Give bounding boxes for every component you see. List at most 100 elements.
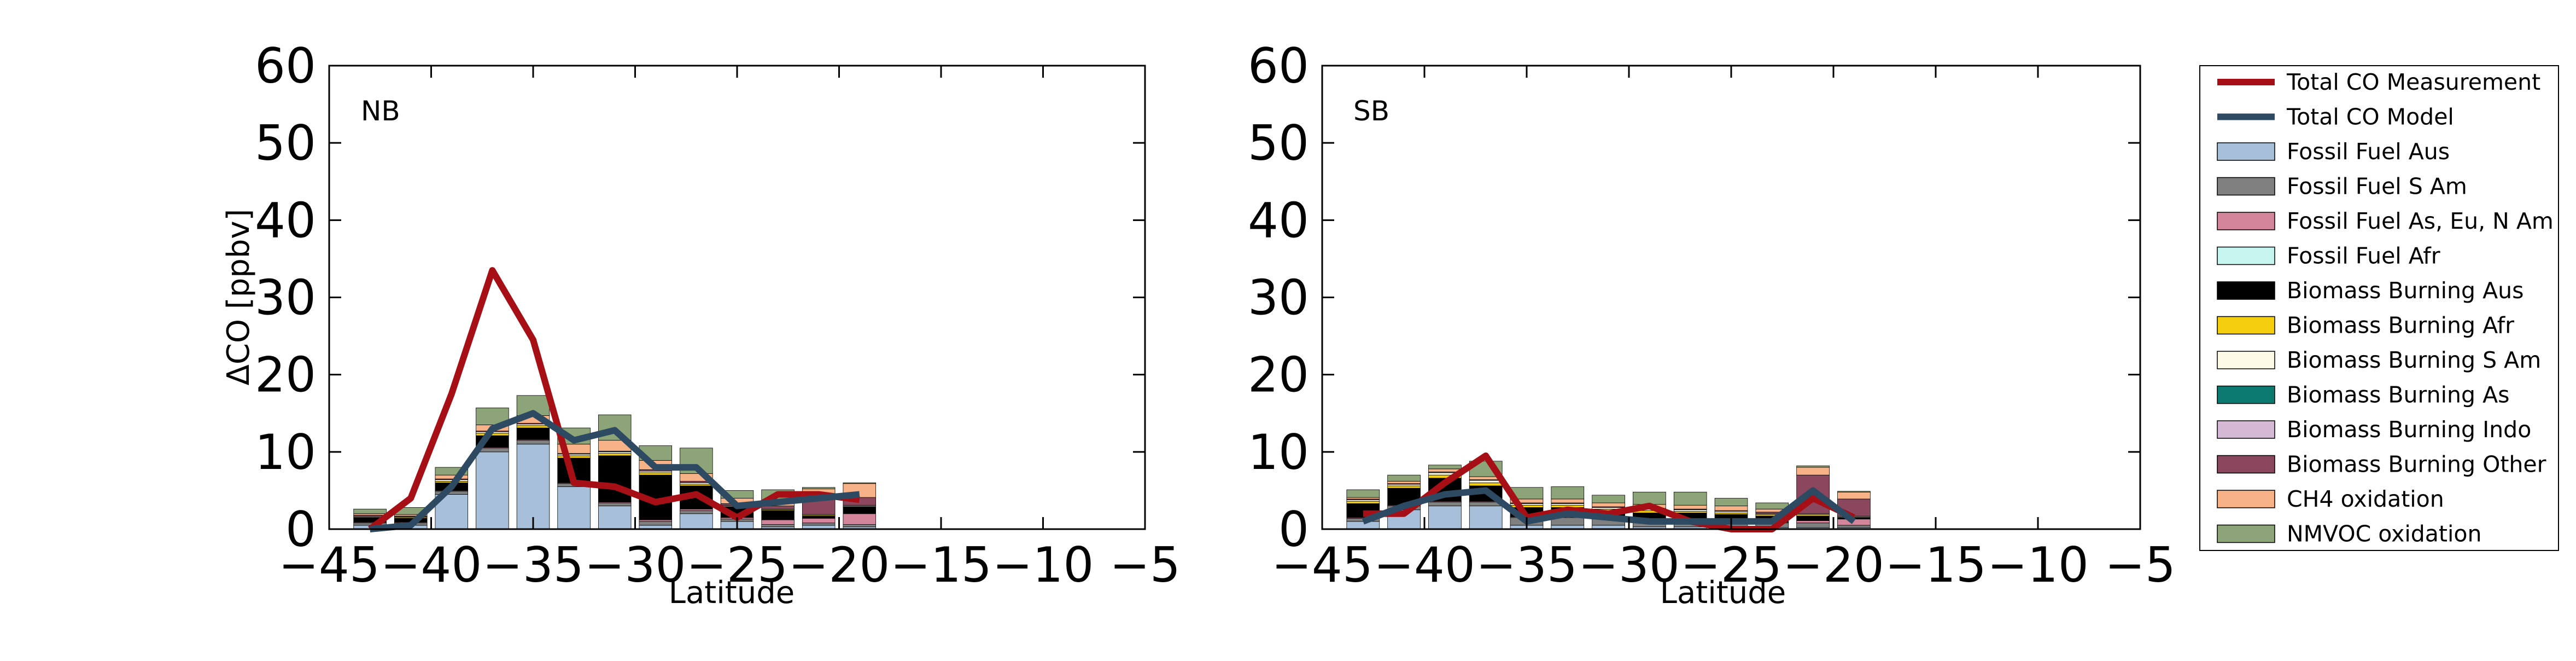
legend-label-fossil-fuel-aus: Fossil Fuel Aus (2287, 138, 2450, 165)
bar-nb-nmvoc-oxidation-0 (353, 508, 387, 514)
ytick-label-sb: 20 (1248, 347, 1309, 403)
bar-nb-fossil-fuel-aus-6 (598, 506, 632, 530)
legend-swatch-biomass-burning-aus (2217, 281, 2275, 300)
bar-nb-fossil-fuel-s-am-10 (761, 524, 795, 527)
xtick-label-sb: −20 (1783, 537, 1884, 593)
bar-sb-nmvoc-oxidation-5 (1551, 486, 1585, 500)
legend-label-biomass-burning-s-am: Biomass Burning S Am (2287, 347, 2541, 373)
bar-sb-biomass-burning-aus-11 (1796, 515, 1830, 521)
bar-sb-biomass-burning-s-am-3 (1469, 480, 1503, 483)
bar-sb-nmvoc-oxidation-0 (1346, 489, 1380, 498)
ytick-label-sb: 40 (1248, 192, 1309, 248)
bar-sb-biomass-burning-s-am-9 (1714, 511, 1748, 513)
bar-sb-nmvoc-oxidation-11 (1796, 465, 1830, 468)
panel-label-nb: NB (361, 95, 400, 127)
line-nb-total-co-model (370, 410, 860, 532)
bar-nb-fossil-fuel-s-am-4 (516, 440, 550, 445)
x-axis-label-nb: Latitude (669, 575, 795, 611)
bar-nb-biomass-burning-afr-7 (639, 472, 673, 476)
ytick-label-nb: 10 (255, 424, 316, 480)
legend-label-biomass-burning-as: Biomass Burning As (2287, 382, 2510, 408)
bar-sb-ch4-oxidation-1 (1387, 481, 1421, 484)
bar-sb-ch4-oxidation-6 (1592, 502, 1625, 507)
bar-nb-fossil-fuel-as-eu-n-am-11 (802, 518, 836, 524)
legend-swatch-biomass-burning-afr (2217, 316, 2275, 335)
xtick-label-sb: −30 (1578, 537, 1680, 593)
bar-sb-nmvoc-oxidation-2 (1428, 465, 1462, 469)
panel-sb: −45 −40 −35 −30 −25 −20 −15 −10 −50102030405060 … (1248, 38, 2176, 611)
bar-nb-fossil-fuel-s-am-12 (843, 524, 877, 527)
bar-sb-biomass-burning-s-am-5 (1551, 503, 1585, 506)
legend-label-biomass-burning-indo: Biomass Burning Indo (2287, 416, 2531, 443)
legend-swatch-fossil-fuel-afr (2217, 246, 2275, 265)
ytick-label-sb: 50 (1248, 115, 1309, 171)
bar-nb-fossil-fuel-aus-4 (516, 444, 550, 530)
bar-sb-biomass-burning-s-am-0 (1346, 499, 1380, 502)
legend-items: Total CO Measurement Total CO Model Fossil… (2217, 69, 2554, 547)
ytick-label-nb: 60 (255, 38, 316, 94)
y-axis-label-nb: ΔCO [ppbv] (221, 209, 256, 386)
legend-swatch-fossil-fuel-aus (2217, 142, 2275, 161)
xtick-label-sb: −5 (2105, 537, 2176, 593)
bar-nb-biomass-burning-s-am-8 (680, 482, 713, 485)
bar-nb-biomass-burning-afr-5 (557, 455, 591, 459)
bar-sb-ch4-oxidation-0 (1346, 497, 1380, 500)
legend-label-fossil-fuel-s-am: Fossil Fuel S Am (2287, 173, 2467, 200)
bar-nb-fossil-fuel-s-am-8 (680, 510, 713, 514)
bar-sb-biomass-burning-afr-3 (1469, 482, 1503, 486)
xtick-label-sb: −10 (1987, 537, 2089, 593)
xtick-label-nb: −35 (482, 537, 584, 593)
bar-nb-biomass-burning-s-am-7 (639, 471, 673, 473)
xtick-label-sb: −40 (1374, 537, 1475, 593)
bar-sb-ch4-oxidation-9 (1714, 506, 1748, 511)
bar-sb-nmvoc-oxidation-9 (1714, 498, 1748, 507)
bar-sb-biomass-burning-afr-8 (1673, 511, 1707, 513)
ticks-sb: −45 −40 −35 −30 −25 −20 −15 −10 −5 0 10 20 30 40 50 60 (1248, 38, 2176, 593)
xtick-label-sb: −45 (1271, 537, 1373, 593)
bar-sb-biomass-burning-s-am-1 (1387, 484, 1421, 486)
xtick-label-nb: −15 (890, 537, 992, 593)
legend-label-total-co-model: Total CO Model (2286, 104, 2454, 130)
bar-nb-fossil-fuel-aus-3 (476, 451, 509, 530)
line-nb-total-co-measurement (367, 267, 860, 532)
bar-sb-fossil-fuel-s-am-11 (1796, 523, 1830, 528)
legend-swatch-biomass-burning-other (2217, 455, 2275, 474)
bar-nb-fossil-fuel-s-am-6 (598, 502, 632, 507)
bar-sb-ch4-oxidation-8 (1673, 505, 1707, 509)
x-axis-label-sb: Latitude (1660, 575, 1786, 611)
xtick-label-nb: −5 (1109, 537, 1181, 593)
lines-nb (367, 267, 860, 532)
ytick-label-sb: 0 (1278, 501, 1309, 558)
xtick-label-nb: −25 (686, 537, 788, 593)
legend: Total CO Measurement Total CO Model Fossil… (2199, 65, 2559, 551)
bar-sb-ch4-oxidation-11 (1796, 467, 1830, 476)
legend-label-total-co-measurement: Total CO Measurement (2286, 69, 2540, 95)
legend-swatch-nmvoc-oxidation (2217, 524, 2275, 543)
bar-sb-fossil-fuel-s-am-2 (1428, 502, 1462, 507)
bar-sb-biomass-burning-s-am-8 (1673, 509, 1707, 512)
ytick-label-nb: 0 (285, 501, 316, 558)
xtick-label-nb: −45 (278, 537, 380, 593)
bar-nb-biomass-burning-aus-10 (761, 510, 795, 520)
xtick-label-nb: −40 (381, 537, 482, 593)
bar-nb-fossil-fuel-s-am-11 (802, 523, 836, 526)
ytick-label-nb: 20 (255, 347, 316, 403)
legend-swatch-biomass-burning-indo (2217, 420, 2275, 439)
ytick-label-nb: 30 (255, 270, 316, 326)
bar-sb-biomass-burning-afr-1 (1387, 485, 1421, 489)
xtick-label-nb: −30 (585, 537, 686, 593)
bar-nb-biomass-burning-aus-11 (802, 515, 836, 519)
ytick-label-sb: 30 (1248, 270, 1309, 326)
bar-nb-biomass-burning-aus-12 (843, 506, 877, 514)
bar-nb-fossil-fuel-as-eu-n-am-12 (843, 513, 877, 525)
bar-sb-nmvoc-oxidation-8 (1673, 491, 1707, 506)
legend-swatch-fossil-fuel-as-eu-n-am (2217, 212, 2275, 230)
xtick-label-nb: −20 (788, 537, 890, 593)
legend-swatch-ch4-oxidation (2217, 490, 2275, 508)
bar-sb-fossil-fuel-aus-0 (1346, 521, 1380, 530)
legend-swatch-biomass-burning-s-am (2217, 351, 2275, 369)
line-sb-total-co-model (1362, 487, 1856, 525)
bar-sb-nmvoc-oxidation-12 (1837, 491, 1871, 492)
bar-sb-nmvoc-oxidation-10 (1755, 502, 1789, 509)
